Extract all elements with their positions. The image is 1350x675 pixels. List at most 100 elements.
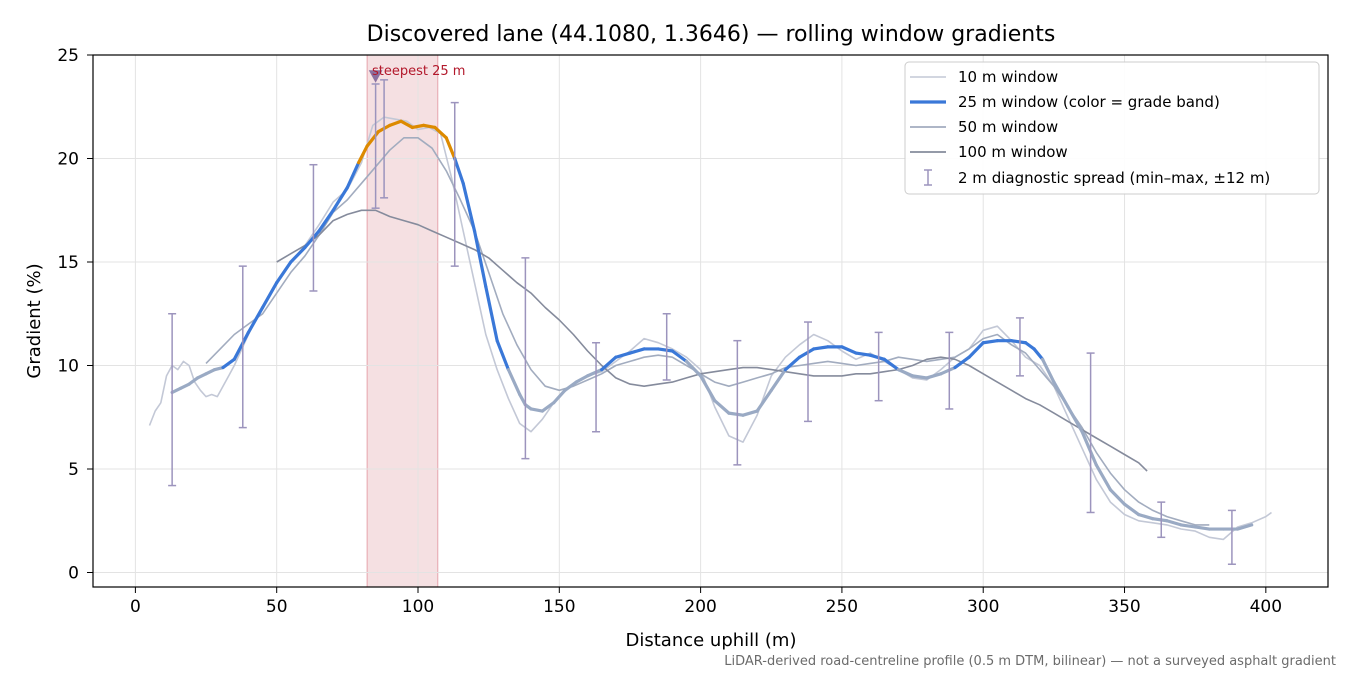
y-axis-label: Gradient (%) bbox=[24, 263, 45, 378]
errorbar bbox=[1157, 501, 1166, 539]
series-segment-25m bbox=[783, 355, 802, 372]
series-segment-25m bbox=[331, 185, 349, 212]
errorbar bbox=[380, 79, 389, 199]
series-segment-25m bbox=[614, 351, 632, 359]
errorbar bbox=[804, 321, 812, 423]
legend-box bbox=[904, 61, 1320, 195]
y-tick-label: 0 bbox=[68, 564, 79, 584]
series-segment-25m bbox=[713, 399, 731, 415]
series-segment-25m bbox=[854, 351, 872, 357]
series-segment-25m bbox=[797, 347, 816, 359]
series-segment-25m bbox=[303, 229, 321, 250]
series-segment-25m bbox=[1032, 347, 1045, 361]
series-segment-25m bbox=[1179, 523, 1197, 529]
x-tick-label: 300 bbox=[967, 597, 999, 617]
series-segment-25m bbox=[896, 368, 915, 378]
errorbar bbox=[945, 331, 954, 410]
series-segment-25m bbox=[670, 349, 689, 363]
series-segment-25m bbox=[433, 125, 448, 140]
errorbar bbox=[450, 101, 459, 267]
legend-swatch-errorbar bbox=[924, 169, 932, 186]
errorbar bbox=[1015, 317, 1024, 377]
series-segment-25m bbox=[882, 357, 901, 372]
x-tick-label: 400 bbox=[1250, 597, 1282, 617]
series-segment-25m bbox=[925, 372, 943, 380]
series-segment-25m bbox=[461, 181, 477, 233]
series-segment-25m bbox=[444, 136, 457, 161]
series-segment-25m bbox=[399, 119, 414, 130]
series-line-100m bbox=[276, 209, 1148, 472]
series-segment-25m bbox=[453, 156, 465, 185]
series-segment-25m bbox=[939, 365, 957, 376]
series-segment-25m bbox=[600, 355, 618, 372]
series-segment-25m bbox=[1235, 523, 1254, 531]
series-segment-25m bbox=[741, 409, 759, 417]
series-segment-25m bbox=[232, 330, 251, 361]
series-segment-25m bbox=[187, 376, 200, 386]
series-segment-25m bbox=[563, 380, 578, 392]
series-segment-25m bbox=[422, 123, 437, 130]
x-tick-label: 250 bbox=[826, 597, 858, 617]
x-tick-label: 50 bbox=[266, 597, 288, 617]
series-segment-25m bbox=[1151, 517, 1169, 523]
series-segment-25m bbox=[1080, 430, 1098, 467]
series-segment-25m bbox=[585, 368, 604, 378]
errorbar bbox=[371, 83, 380, 209]
series-segment-25m bbox=[246, 305, 265, 334]
legend-label-100m: 100 m window bbox=[958, 143, 1068, 161]
series-segment-25m bbox=[410, 123, 426, 130]
y-tick-label: 10 bbox=[57, 357, 79, 377]
series-segment-25m bbox=[289, 245, 307, 264]
series-segment-25m bbox=[260, 281, 279, 310]
series-segment-25m bbox=[1024, 341, 1036, 351]
series-segment-25m bbox=[529, 407, 544, 413]
y-tick-label: 20 bbox=[57, 150, 79, 170]
steepest-marker-group bbox=[368, 70, 383, 83]
legend-label-10m: 10 m window bbox=[958, 68, 1058, 86]
series-segment-25m bbox=[755, 388, 773, 413]
series-segment-25m bbox=[769, 368, 787, 392]
legend-label-errorbar: 2 m diagnostic spread (min–max, ±12 m) bbox=[958, 169, 1270, 187]
series-segment-25m bbox=[812, 345, 830, 351]
errorbar bbox=[874, 331, 883, 402]
series-segment-25m bbox=[1137, 512, 1155, 521]
errorbar bbox=[309, 163, 318, 292]
series-segment-25m bbox=[953, 355, 971, 370]
errorbar bbox=[1227, 509, 1236, 565]
series-segment-25m bbox=[1193, 525, 1211, 531]
steepest-marker bbox=[368, 70, 383, 83]
series-line-50m bbox=[205, 137, 1210, 526]
series-segment-25m bbox=[840, 345, 858, 355]
series-segment-25m bbox=[317, 208, 335, 233]
series-segment-25m bbox=[1040, 357, 1056, 384]
y-tick-label: 15 bbox=[57, 253, 79, 273]
y-tick-label: 25 bbox=[57, 46, 79, 66]
y-tick-label: 5 bbox=[68, 460, 79, 480]
series-segment-25m bbox=[345, 161, 361, 190]
series-segment-25m bbox=[365, 129, 381, 148]
errorbar bbox=[168, 313, 177, 487]
legend: 10 m window 25 m window (color = grade b… bbox=[904, 61, 1320, 195]
series-segment-25m bbox=[540, 401, 556, 413]
series-segment-25m bbox=[388, 119, 403, 127]
series-segment-25m bbox=[684, 359, 703, 378]
series-segment-25m bbox=[1165, 519, 1183, 527]
footnote: LiDAR-derived road-centreline profile (0… bbox=[724, 654, 1336, 669]
series-segment-25m bbox=[484, 285, 499, 343]
series-segment-25m bbox=[868, 353, 886, 361]
series-segment-25m bbox=[981, 339, 999, 345]
series-segment-25m bbox=[1066, 405, 1084, 434]
series-segment-25m bbox=[656, 347, 674, 353]
x-axis-label: Distance uphill (m) bbox=[626, 630, 797, 651]
errorbar-group bbox=[168, 79, 1236, 565]
x-tick-label: 0 bbox=[130, 597, 141, 617]
series-segment-25m bbox=[506, 368, 522, 397]
series-segment-25m bbox=[1094, 463, 1112, 492]
x-tick-label: 150 bbox=[543, 597, 575, 617]
axes: 0 50 100 150 200 250 300 350 400 0 5 10 15 20 25 bbox=[57, 46, 1282, 617]
errorbar bbox=[733, 339, 742, 466]
chart-title: Discovered lane (44.1080, 1.3646) — roll… bbox=[367, 22, 1056, 47]
errorbar bbox=[592, 341, 601, 433]
series-segment-25m bbox=[275, 260, 293, 285]
